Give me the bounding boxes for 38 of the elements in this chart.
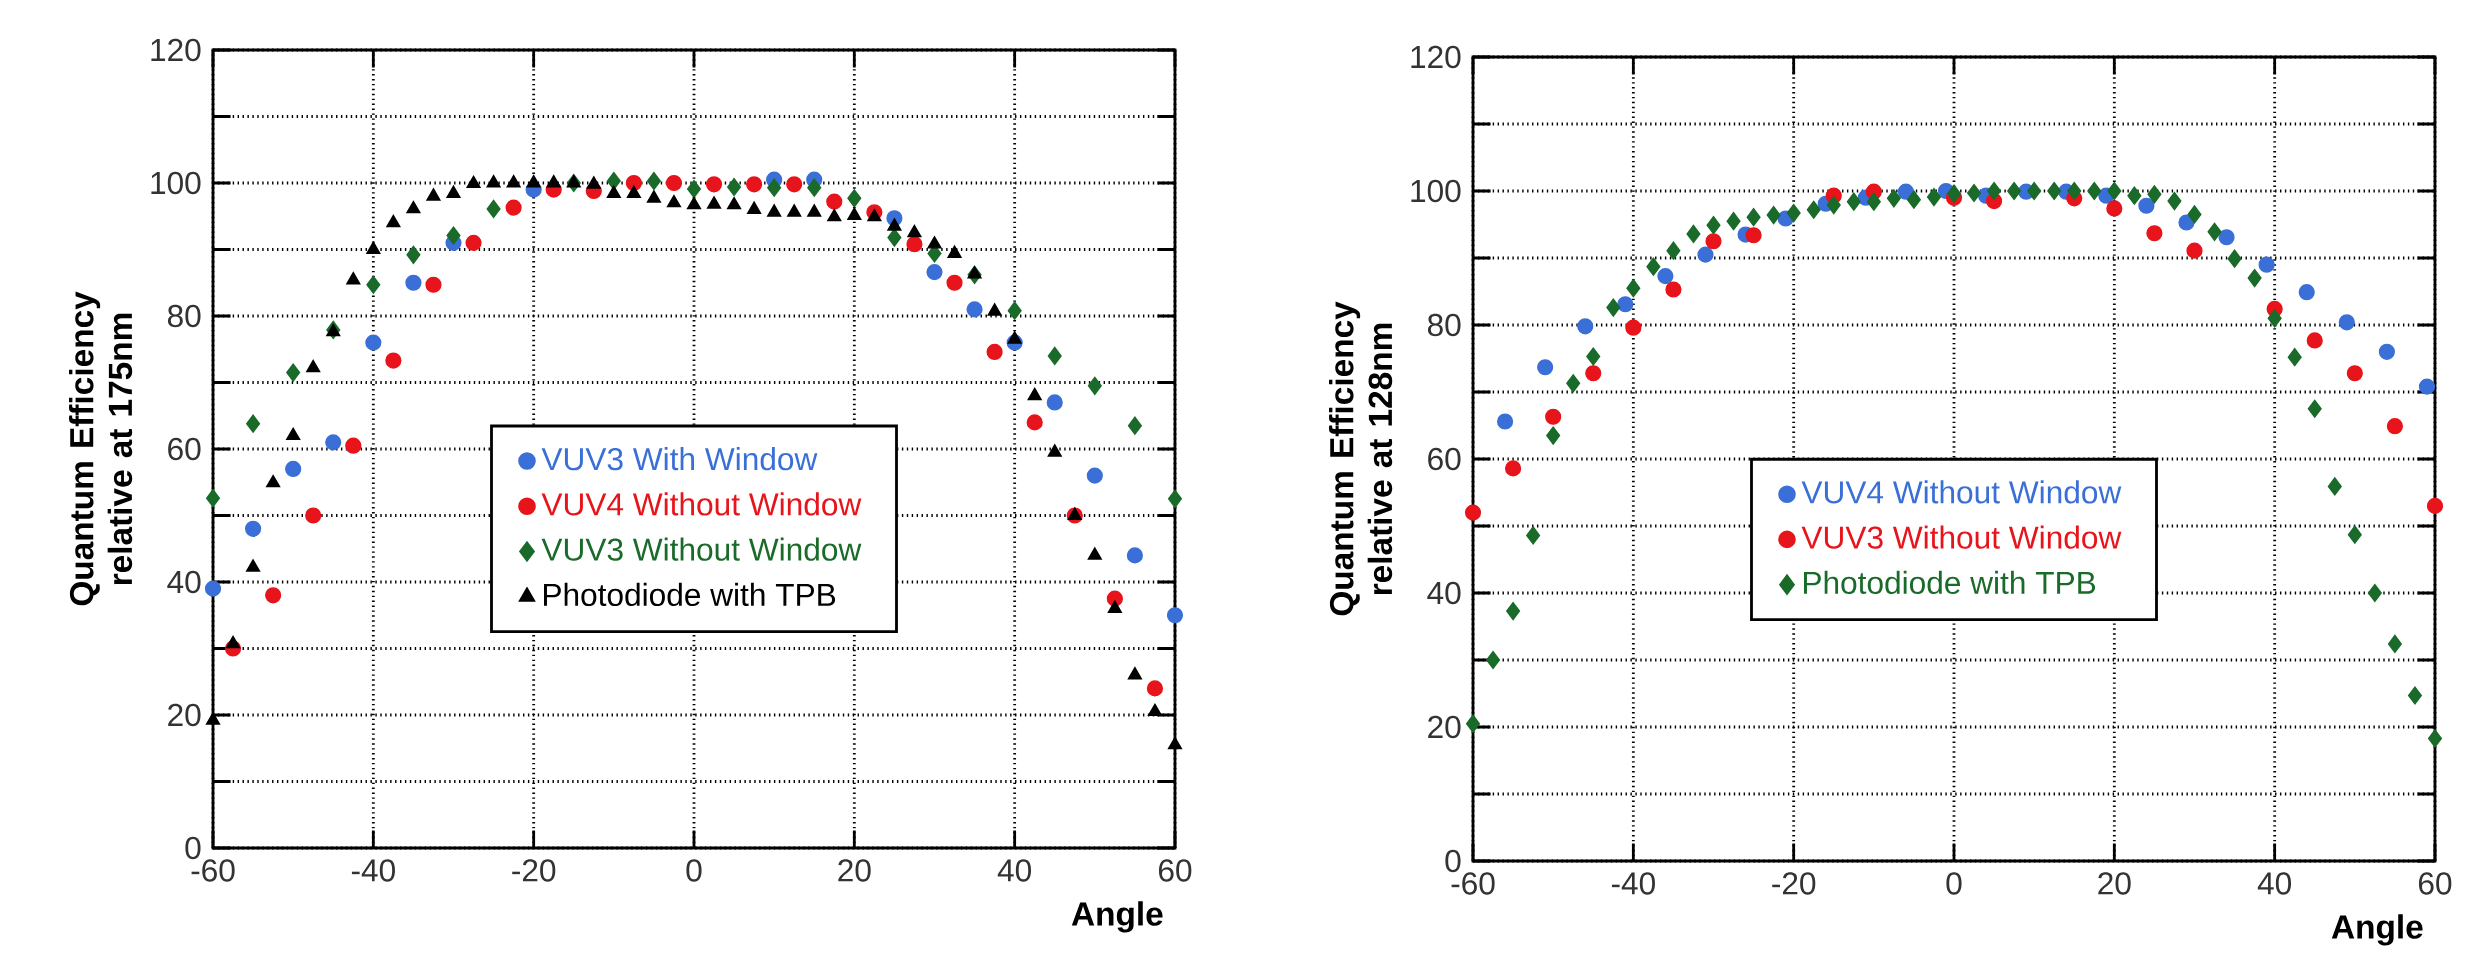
legend-label: VUV3 Without Window — [541, 537, 862, 561]
legend-label: VUV3 With Window — [541, 447, 818, 471]
y-tick-label: 60 — [168, 437, 201, 461]
x-tick-label: 40 — [997, 859, 1032, 882]
x-tick-label: 20 — [838, 859, 871, 882]
y-tick-label: 60 — [1428, 447, 1461, 471]
y-tick-label: 120 — [151, 38, 201, 62]
x-tick-label: -60 — [1451, 872, 1495, 895]
x-axis-title: Angle — [2331, 914, 2423, 946]
x-tick-label: -20 — [512, 859, 556, 882]
x-tick-label: -40 — [1611, 872, 1655, 895]
x-tick-label: 60 — [2418, 872, 2452, 895]
y-tick-label: 0 — [185, 836, 201, 860]
y-tick-label: 20 — [1428, 715, 1461, 739]
y-axis-title: Quantum Efficiency relative at 175nm — [69, 291, 133, 606]
y-tick-label: 120 — [1411, 45, 1461, 69]
legend-label: Photodiode with TPB — [543, 582, 836, 607]
y-tick-label: 40 — [167, 570, 201, 594]
x-tick-label: 0 — [1946, 872, 1962, 895]
y-axis-title: Quantum Efficiency relative at 128nm — [1329, 301, 1393, 616]
y-tick-label: 80 — [167, 304, 201, 328]
y-tick-label: 40 — [1427, 581, 1461, 605]
y-tick-label: 100 — [151, 171, 201, 195]
legend-label: VUV3 Without Window — [1801, 525, 2122, 549]
x-tick-label: 40 — [2257, 872, 2292, 895]
x-tick-label: 20 — [2098, 872, 2131, 895]
x-tick-label: -20 — [1772, 872, 1816, 895]
x-tick-label: 0 — [686, 859, 702, 882]
x-axis-title: Angle — [1071, 901, 1163, 933]
y-tick-label: 80 — [1427, 313, 1461, 337]
x-tick-label: -60 — [191, 859, 235, 882]
x-tick-label: -40 — [351, 859, 395, 882]
y-tick-label: 20 — [168, 703, 201, 727]
x-tick-label: 60 — [1158, 859, 1192, 882]
legend-label: VUV4 Without Window — [1801, 480, 2122, 504]
y-tick-label: 100 — [1411, 179, 1461, 203]
legend-label: VUV4 Without Window — [541, 492, 862, 516]
legend-label: Photodiode with TPB — [1804, 570, 2096, 595]
